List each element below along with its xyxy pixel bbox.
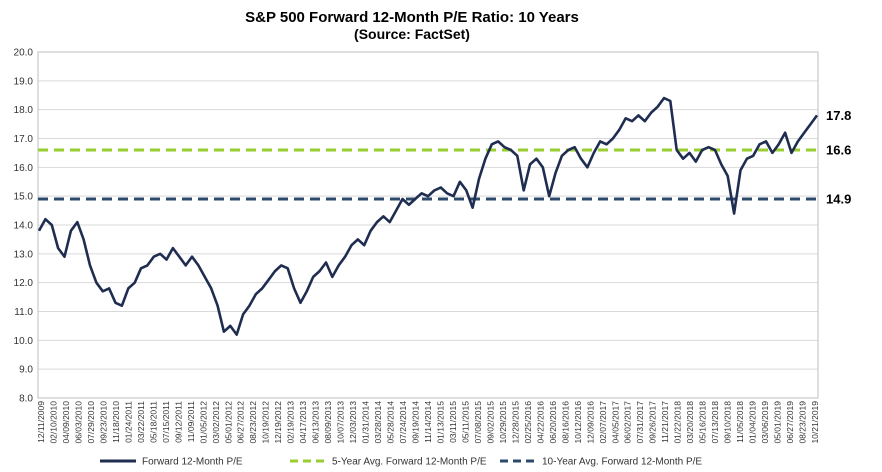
gridlines [38, 51, 818, 399]
legend-label: 10-Year Avg. Forward 12-Month P/E [542, 457, 702, 468]
x-tick-label: 01/31/2014 [361, 401, 371, 444]
x-tick-label: 10/21/2019 [810, 401, 820, 444]
x-tick-label: 11/21/2017 [660, 401, 670, 443]
y-tick-label: 13.0 [14, 249, 34, 260]
end-labels: 17.8 16.6 14.9 [826, 108, 851, 207]
legend-label: 5-Year Avg. Forward 12-Month P/E [332, 457, 487, 468]
y-tick-label: 17.0 [14, 134, 34, 145]
x-tick-label: 03/11/2015 [448, 401, 458, 443]
x-tick-label: 10/12/2016 [573, 401, 583, 444]
x-tick-label: 05/16/2018 [698, 401, 708, 444]
legend-item-5yr: 5-Year Avg. Forward 12-Month P/E [290, 457, 487, 468]
y-tick-label: 11.0 [14, 307, 33, 318]
x-tick-label: 05/01/2019 [773, 401, 783, 444]
x-tick-label: 06/27/2012 [236, 401, 246, 444]
legend-label: Forward 12-Month P/E [142, 457, 243, 468]
x-tick-label: 01/22/2018 [673, 401, 683, 444]
x-tick-label: 06/03/2010 [73, 401, 83, 444]
x-tick-label: 11/18/2010 [111, 401, 121, 443]
x-tick-label: 09/23/2010 [98, 401, 108, 444]
y-tick-label: 20.0 [14, 48, 34, 59]
x-tick-label: 11/09/2011 [186, 401, 196, 443]
x-tick-label: 05/18/2011 [148, 401, 158, 443]
x-tick-label: 07/31/2017 [635, 401, 645, 444]
x-tick-label: 08/23/2012 [248, 401, 258, 444]
y-axis: 8.0 9.0 10.0 11.0 12.0 13.0 14.0 15.0 16.0 17.0 18… [14, 48, 34, 405]
x-tick-label: 09/10/2018 [723, 401, 733, 444]
x-tick-label: 01/13/2015 [435, 401, 445, 444]
x-tick-label: 01/24/2011 [123, 401, 133, 443]
x-tick-label: 03/28/2014 [373, 401, 383, 444]
x-tick-label: 08/09/2013 [323, 401, 333, 444]
y-tick-label: 12.0 [14, 278, 34, 289]
x-tick-label: 04/05/2017 [610, 401, 620, 444]
x-tick-label: 02/25/2016 [523, 401, 533, 444]
x-tick-label: 09/19/2014 [411, 401, 421, 444]
x-tick-label: 10/07/2013 [336, 401, 346, 444]
x-tick-label: 02/07/2017 [598, 401, 608, 444]
x-tick-label: 08/16/2016 [560, 401, 570, 444]
y-tick-label: 16.0 [14, 163, 34, 174]
x-tick-label: 03/20/2018 [685, 401, 695, 444]
x-tick-label: 10/29/2015 [498, 401, 508, 444]
end-label-10yr: 14.9 [826, 192, 851, 207]
y-tick-label: 8.0 [19, 394, 33, 405]
x-tick-label: 03/06/2019 [760, 401, 770, 444]
x-axis: 12/11/2009 02/10/2010 04/09/2010 06/03/2010… [36, 401, 820, 444]
x-tick-label: 06/13/2013 [311, 401, 321, 444]
x-tick-label: 07/24/2014 [398, 401, 408, 444]
x-tick-label: 05/11/2015 [460, 401, 470, 443]
legend: Forward 12-Month P/E 5-Year Avg. Forward … [100, 457, 702, 468]
x-tick-label: 01/04/2019 [748, 401, 758, 444]
end-label-5yr: 16.6 [826, 143, 851, 158]
series-layer [37, 96, 819, 336]
x-tick-label: 09/26/2017 [648, 401, 658, 444]
x-tick-label: 07/15/2011 [161, 401, 171, 443]
x-tick-label: 10/19/2012 [261, 401, 271, 444]
x-tick-label: 04/17/2013 [298, 401, 308, 444]
x-tick-label: 03/02/2012 [211, 401, 221, 444]
x-tick-label: 03/22/2011 [136, 401, 146, 443]
x-tick-label: 08/23/2019 [798, 401, 808, 444]
x-tick-label: 04/09/2010 [61, 401, 71, 444]
x-tick-label: 07/29/2010 [86, 401, 96, 444]
x-tick-label: 07/13/2018 [710, 401, 720, 444]
x-tick-label: 01/05/2012 [198, 401, 208, 444]
legend-item-10yr: 10-Year Avg. Forward 12-Month P/E [500, 457, 702, 468]
x-tick-label: 02/10/2010 [48, 401, 58, 444]
x-tick-label: 12/28/2015 [510, 401, 520, 444]
x-tick-label: 12/11/2009 [36, 401, 46, 443]
plot-area [37, 51, 819, 399]
x-tick-label: 09/02/2015 [485, 401, 495, 444]
x-tick-label: 12/19/2012 [273, 401, 283, 444]
legend-item-pe: Forward 12-Month P/E [100, 457, 243, 468]
pe-ratio-line [37, 96, 819, 336]
y-tick-label: 18.0 [14, 105, 34, 116]
x-tick-label: 05/28/2014 [386, 401, 396, 444]
y-tick-label: 15.0 [14, 192, 34, 203]
x-tick-label: 04/22/2016 [535, 401, 545, 444]
x-tick-label: 02/19/2013 [286, 401, 296, 444]
x-tick-label: 06/27/2019 [785, 401, 795, 444]
end-label-current: 17.8 [826, 108, 851, 123]
y-tick-label: 10.0 [14, 336, 34, 347]
y-tick-label: 9.0 [19, 365, 33, 376]
x-tick-label: 12/09/2016 [585, 401, 595, 444]
x-tick-label: 09/12/2011 [173, 401, 183, 443]
x-tick-label: 12/03/2013 [348, 401, 358, 444]
x-tick-label: 11/14/2014 [423, 401, 433, 443]
y-tick-label: 14.0 [14, 221, 34, 232]
chart-title: S&P 500 Forward 12-Month P/E Ratio: 10 Y… [245, 9, 579, 26]
x-tick-label: 06/20/2016 [548, 401, 558, 444]
x-tick-label: 05/01/2012 [223, 401, 233, 444]
chart-subtitle: (Source: FactSet) [354, 26, 470, 42]
x-tick-label: 07/08/2015 [473, 401, 483, 444]
x-tick-label: 11/05/2018 [735, 401, 745, 443]
x-tick-label: 06/02/2017 [623, 401, 633, 444]
y-tick-label: 19.0 [14, 76, 34, 87]
